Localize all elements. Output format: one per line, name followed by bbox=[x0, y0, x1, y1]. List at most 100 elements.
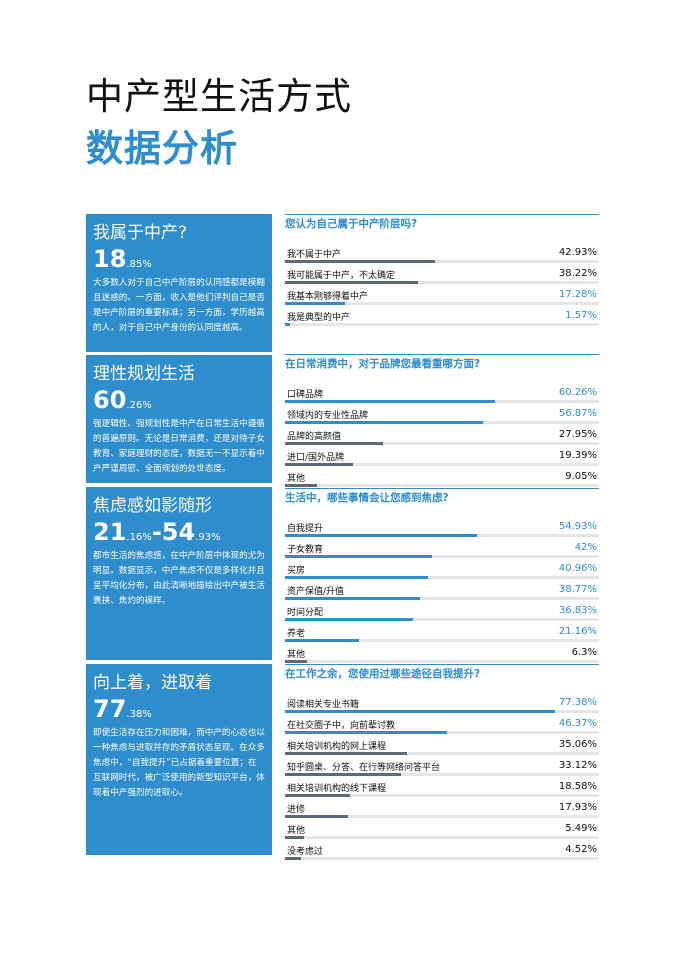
bar bbox=[285, 281, 419, 284]
number-part: .85% bbox=[126, 259, 152, 270]
bar bbox=[285, 618, 414, 621]
item-label: 阅读相关专业书籍 bbox=[287, 700, 360, 710]
item-label: 知乎圆桌、分答、在行等网络问答平台 bbox=[287, 763, 441, 773]
survey: 在日常消费中，对于品牌您最看重哪方面? 口碑品牌 60.26% 领域内的专业性品牌 56… bbox=[285, 354, 599, 491]
bar bbox=[285, 731, 447, 734]
bar-track bbox=[285, 323, 599, 326]
bar bbox=[285, 463, 353, 466]
survey-row: 我基本刚够得着中产 17.28% bbox=[285, 288, 599, 309]
bar-track bbox=[285, 639, 599, 642]
survey-row: 没考虑过 4.52% bbox=[285, 843, 599, 864]
item-value: 42.93% bbox=[558, 247, 597, 258]
survey-row: 买房 40.96% bbox=[285, 562, 599, 583]
subtitle: 数据分析 bbox=[86, 127, 238, 170]
highlight-body: 即使生活存在压力和困难，而中产的心态也以一种焦虑与进取并存的矛盾状态呈现。在众多… bbox=[93, 728, 265, 798]
item-label: 没考虑过 bbox=[287, 847, 324, 857]
highlight-heading: 理性规划生活 bbox=[93, 364, 195, 384]
bar-track bbox=[285, 555, 599, 558]
survey-row: 其他 6.3% bbox=[285, 646, 599, 667]
bar bbox=[285, 857, 301, 860]
bar bbox=[285, 576, 428, 579]
title: 中产型生活方式 bbox=[86, 75, 352, 118]
bar bbox=[285, 484, 317, 487]
bar bbox=[285, 794, 350, 797]
survey-row: 在社交圈子中，向前辈讨教 46.37% bbox=[285, 717, 599, 738]
item-label: 自我提升 bbox=[287, 524, 324, 534]
item-label: 其他 bbox=[287, 826, 306, 836]
number-part: 18 bbox=[93, 245, 127, 273]
highlight-body: 都市生活的焦虑感，在中产阶层中体现的尤为明显。数据显示，中产焦虑不仅是多样化并且… bbox=[93, 551, 265, 606]
survey-row: 相关培训机构的网上课程 35.06% bbox=[285, 738, 599, 759]
survey-row: 自我提升 54.93% bbox=[285, 520, 599, 541]
item-label: 进修 bbox=[287, 805, 306, 815]
highlight-body: 强逻辑性、强规划性是中产在日常生活中遵循的普遍原则。无论是日常消费，还是对待子女… bbox=[93, 419, 265, 474]
survey-row: 我是典型的中产 1.57% bbox=[285, 309, 599, 330]
survey-row: 我不属于中产 42.93% bbox=[285, 246, 599, 267]
highlight-number: 18.85% bbox=[93, 245, 265, 273]
item-value: 56.87% bbox=[558, 408, 597, 419]
item-label: 口碑品牌 bbox=[287, 390, 324, 400]
survey-row: 资产保值/升值 38.77% bbox=[285, 583, 599, 604]
highlight-heading: 向上着，进取着 bbox=[93, 673, 212, 693]
highlight-box: 我属于中产? 18.85% 大多数人对于自己中产阶层的认同感都是模糊且迷惑的。一方面… bbox=[86, 214, 272, 352]
bar-track bbox=[285, 442, 599, 445]
item-label: 品牌的高颜值 bbox=[287, 432, 342, 442]
bar bbox=[285, 815, 348, 818]
bar-track bbox=[285, 618, 599, 621]
item-value: 9.05% bbox=[565, 471, 597, 482]
bar bbox=[285, 752, 408, 755]
item-label: 领域内的专业性品牌 bbox=[287, 411, 369, 421]
highlight-body: 大多数人对于自己中产阶层的认同感都是模糊且迷惑的。一方面，收入是他们评判自己是否… bbox=[93, 278, 265, 333]
survey-question: 在工作之余，您使用过哪些途径自我提升? bbox=[285, 664, 599, 696]
survey-row: 相关培训机构的线下课程 18.58% bbox=[285, 780, 599, 801]
item-label: 我不属于中产 bbox=[287, 250, 342, 260]
item-value: 33.12% bbox=[558, 760, 597, 771]
item-label: 在社交圈子中，向前辈讨教 bbox=[287, 721, 396, 731]
bar-track bbox=[285, 576, 599, 579]
survey-question: 您认为自己属于中产阶层吗? bbox=[285, 214, 599, 246]
item-value: 19.39% bbox=[558, 450, 597, 461]
item-value: 54.93% bbox=[558, 521, 597, 532]
item-value: 36.83% bbox=[558, 605, 597, 616]
bar-track bbox=[285, 773, 599, 776]
item-label: 子女教育 bbox=[287, 545, 324, 555]
bar bbox=[285, 555, 432, 558]
survey-row: 领域内的专业性品牌 56.87% bbox=[285, 407, 599, 428]
number-part: .16% bbox=[126, 532, 152, 543]
bar bbox=[285, 773, 401, 776]
bar bbox=[285, 323, 291, 326]
highlight-box: 理性规划生活 60.26% 强逻辑性、强规划性是中产在日常生活中遵循的普遍原则。无论… bbox=[86, 355, 272, 483]
survey-row: 知乎圆桌、分答、在行等网络问答平台 33.12% bbox=[285, 759, 599, 780]
highlight-number: 77.38% bbox=[93, 695, 265, 723]
bar bbox=[285, 597, 421, 600]
bar bbox=[285, 710, 555, 713]
item-value: 27.95% bbox=[558, 429, 597, 440]
highlight-number: 60.26% bbox=[93, 386, 265, 414]
item-label: 我可能属于中产，不太确定 bbox=[287, 271, 396, 281]
bar bbox=[285, 442, 383, 445]
survey-row: 其他 9.05% bbox=[285, 470, 599, 491]
bar-track bbox=[285, 484, 599, 487]
survey-row: 我可能属于中产，不太确定 38.22% bbox=[285, 267, 599, 288]
number-part: 21 bbox=[93, 518, 127, 546]
item-label: 进口/国外品牌 bbox=[287, 453, 345, 463]
survey-question: 生活中，哪些事情会让您感到焦虑? bbox=[285, 488, 599, 520]
survey-row: 品牌的高颜值 27.95% bbox=[285, 428, 599, 449]
survey-row: 阅读相关专业书籍 77.38% bbox=[285, 696, 599, 717]
bar-track bbox=[285, 752, 599, 755]
bar bbox=[285, 660, 307, 663]
survey: 生活中，哪些事情会让您感到焦虑? 自我提升 54.93% 子女教育 42% 买房 40.96… bbox=[285, 488, 599, 667]
item-value: 17.93% bbox=[558, 802, 597, 813]
item-value: 6.3% bbox=[571, 647, 597, 658]
number-part: .93% bbox=[195, 532, 221, 543]
survey-question: 在日常消费中，对于品牌您最看重哪方面? bbox=[285, 354, 599, 386]
bar-track bbox=[285, 857, 599, 860]
item-value: 38.77% bbox=[558, 584, 597, 595]
item-label: 时间分配 bbox=[287, 608, 324, 618]
survey-row: 养老 21.16% bbox=[285, 625, 599, 646]
survey: 在工作之余，您使用过哪些途径自我提升? 阅读相关专业书籍 77.38% 在社交圈子中，… bbox=[285, 664, 599, 864]
item-label: 我基本刚够得着中产 bbox=[287, 292, 369, 302]
bar bbox=[285, 639, 359, 642]
bar-track bbox=[285, 815, 599, 818]
survey-row: 进修 17.93% bbox=[285, 801, 599, 822]
